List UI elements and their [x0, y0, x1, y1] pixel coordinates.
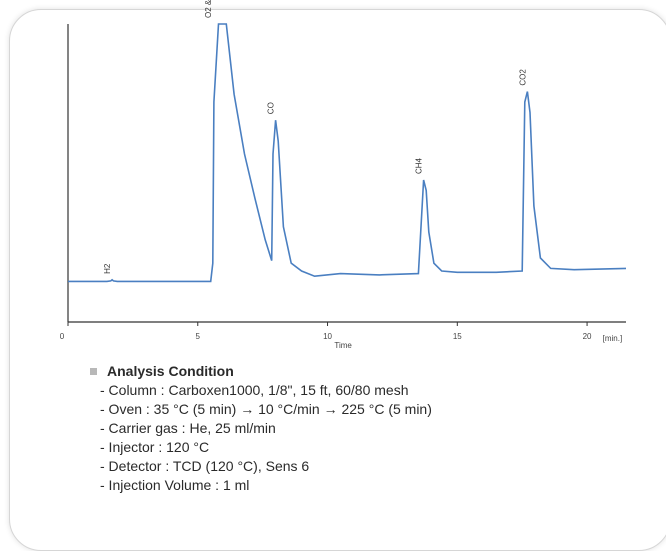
bullet-square-icon — [90, 368, 97, 375]
chromatogram-chart: 0 5 10 15 20 H2 O2 & N2 CO CH4 CO2 Time [min.] — [60, 0, 627, 350]
x-tick-label: 0 — [60, 332, 65, 341]
peak-label: O2 & N2 — [204, 0, 213, 18]
condition-item: - Oven : 35 °C (5 min) → 10 °C/min → 225… — [100, 401, 432, 417]
analysis-conditions: Analysis Condition - Column : Carboxen10… — [90, 362, 630, 495]
peak-labels: H2 O2 & N2 CO CH4 CO2 — [103, 0, 527, 274]
x-tick-label: 5 — [196, 332, 201, 341]
x-axis-title: Time — [334, 341, 352, 350]
condition-item: - Carrier gas : He, 25 ml/min — [100, 420, 276, 436]
peak-label: CH4 — [415, 157, 424, 174]
x-tick-label: 15 — [453, 332, 462, 341]
chromatogram-trace — [68, 23, 627, 283]
condition-item: - Injector : 120 °C — [100, 439, 210, 455]
x-tick-label: 20 — [583, 332, 592, 341]
condition-item: - Column : Carboxen1000, 1/8", 15 ft, 60… — [100, 382, 409, 398]
condition-item: - Detector : TCD (120 °C), Sens 6 — [100, 458, 310, 474]
x-tick-label: 10 — [323, 332, 332, 341]
x-ticks: 0 5 10 15 20 — [60, 322, 592, 341]
condition-item: - Injection Volume : 1 ml — [100, 477, 250, 493]
conditions-heading-row: Analysis Condition — [90, 362, 630, 381]
conditions-heading: Analysis Condition — [107, 363, 234, 379]
peak-label: CO2 — [518, 69, 527, 86]
peak-label: CO — [267, 102, 276, 114]
conditions-list: - Column : Carboxen1000, 1/8", 15 ft, 60… — [90, 381, 630, 495]
peak-label: H2 — [103, 263, 112, 274]
x-axis-unit: [min.] — [603, 334, 623, 343]
chromatogram-card — [9, 9, 666, 551]
